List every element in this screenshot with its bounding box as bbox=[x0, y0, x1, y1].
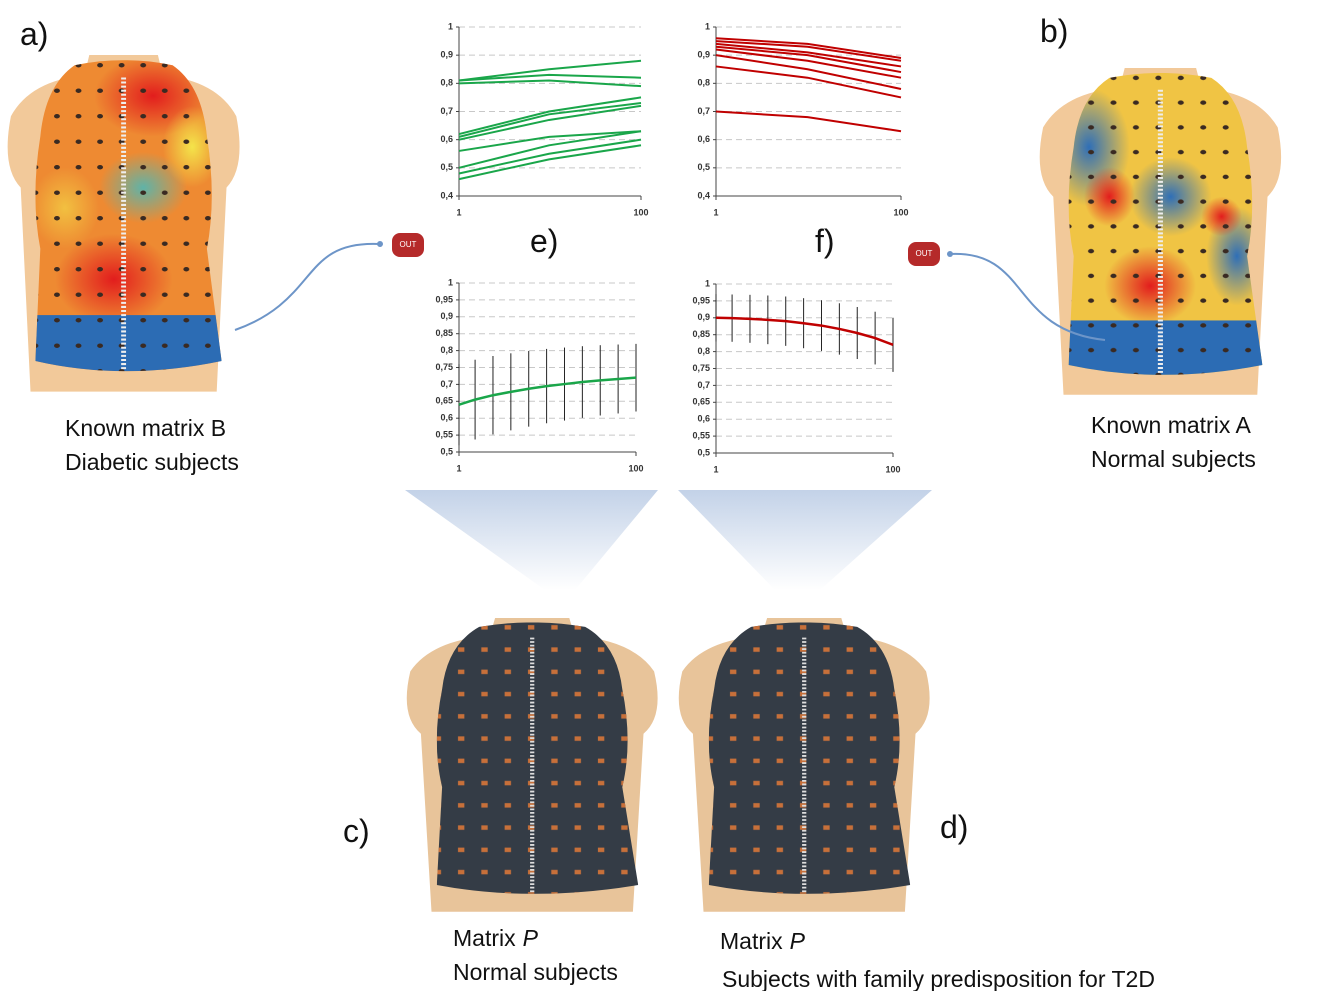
y-tick-label: 0,75 bbox=[435, 362, 453, 372]
y-tick-label: 0,5 bbox=[697, 447, 710, 457]
series-line bbox=[716, 112, 901, 132]
out-label: OUT bbox=[916, 249, 933, 258]
caption: Known matrix B bbox=[65, 415, 226, 441]
x-tick-label: 1 bbox=[456, 207, 461, 217]
panel-label: b) bbox=[1040, 13, 1068, 49]
x-tick-label: 1 bbox=[713, 207, 718, 217]
y-tick-label: 0,55 bbox=[692, 430, 710, 440]
y-tick-label: 0,4 bbox=[697, 190, 710, 200]
panel-label: d) bbox=[940, 809, 968, 845]
caption: Diabetic subjects bbox=[65, 449, 239, 475]
y-tick-label: 0,9 bbox=[440, 311, 453, 321]
y-tick-label: 0,5 bbox=[440, 162, 453, 172]
y-tick-label: 0,95 bbox=[692, 295, 710, 305]
caption: Known matrix A bbox=[1091, 412, 1251, 438]
y-tick-label: 1 bbox=[705, 278, 710, 288]
y-tick-label: 0,65 bbox=[692, 397, 710, 407]
panel-label: c) bbox=[343, 813, 370, 849]
y-tick-label: 0,8 bbox=[697, 346, 710, 356]
caption-word: Matrix bbox=[720, 928, 783, 954]
y-tick-label: 0,5 bbox=[697, 162, 710, 172]
y-tick-label: 0,65 bbox=[435, 396, 453, 406]
connector-end bbox=[377, 241, 383, 247]
y-tick-label: 0,5 bbox=[440, 446, 453, 456]
y-tick-label: 0,6 bbox=[440, 134, 453, 144]
funnel bbox=[405, 490, 658, 590]
y-tick-label: 0,85 bbox=[692, 329, 710, 339]
y-tick-label: 0,8 bbox=[440, 78, 453, 88]
torso-dark bbox=[677, 618, 931, 912]
y-tick-label: 0,9 bbox=[697, 50, 710, 60]
caption-symbol: P bbox=[790, 928, 806, 954]
y-tick-label: 0,55 bbox=[435, 429, 453, 439]
caption: Matrix P bbox=[453, 925, 539, 951]
panel-label: a) bbox=[20, 16, 48, 52]
out-label: OUT bbox=[400, 240, 417, 249]
funnel bbox=[678, 490, 932, 590]
y-tick-label: 0,9 bbox=[697, 312, 710, 322]
figure: OUT OUT a) b) c) d) e) f) Known matrix B… bbox=[0, 0, 1325, 991]
caption: Matrix P bbox=[720, 928, 806, 954]
y-tick-label: 0,7 bbox=[697, 106, 710, 116]
y-tick-label: 0,85 bbox=[435, 328, 453, 338]
series-line bbox=[459, 97, 641, 134]
series-line bbox=[716, 66, 901, 97]
y-tick-label: 0,7 bbox=[697, 380, 710, 390]
x-tick-label: 100 bbox=[885, 464, 900, 474]
panel-label: f) bbox=[815, 223, 835, 259]
y-tick-label: 1 bbox=[705, 21, 710, 31]
y-tick-label: 0,75 bbox=[692, 363, 710, 373]
torso-dark bbox=[405, 618, 659, 912]
y-tick-label: 0,4 bbox=[440, 190, 453, 200]
y-tick-label: 0,8 bbox=[697, 78, 710, 88]
caption: Normal subjects bbox=[453, 959, 618, 985]
y-tick-label: 1 bbox=[448, 277, 453, 287]
x-tick-label: 100 bbox=[893, 207, 908, 217]
series-line bbox=[459, 145, 641, 179]
y-tick-label: 0,7 bbox=[440, 106, 453, 116]
torso-heatmap bbox=[6, 55, 241, 397]
y-tick-label: 0,6 bbox=[697, 134, 710, 144]
y-tick-label: 0,8 bbox=[440, 345, 453, 355]
y-tick-label: 0,7 bbox=[440, 379, 453, 389]
y-tick-label: 1 bbox=[448, 21, 453, 31]
connector bbox=[235, 244, 380, 330]
x-tick-label: 100 bbox=[633, 207, 648, 217]
panel-label: e) bbox=[530, 223, 558, 259]
caption: Subjects with family predisposition for … bbox=[722, 966, 1155, 991]
mean-line bbox=[459, 378, 636, 405]
mean-line bbox=[716, 318, 893, 345]
x-tick-label: 1 bbox=[456, 463, 461, 473]
y-tick-label: 0,95 bbox=[435, 294, 453, 304]
x-tick-label: 100 bbox=[628, 463, 643, 473]
y-tick-label: 0,9 bbox=[440, 50, 453, 60]
y-tick-label: 0,6 bbox=[440, 413, 453, 423]
torso-heatmap bbox=[1038, 68, 1283, 400]
caption: Normal subjects bbox=[1091, 446, 1256, 472]
y-tick-label: 0,6 bbox=[697, 414, 710, 424]
x-tick-label: 1 bbox=[713, 464, 718, 474]
caption-symbol: P bbox=[523, 925, 539, 951]
connector-end bbox=[947, 251, 953, 257]
caption-word: Matrix bbox=[453, 925, 516, 951]
